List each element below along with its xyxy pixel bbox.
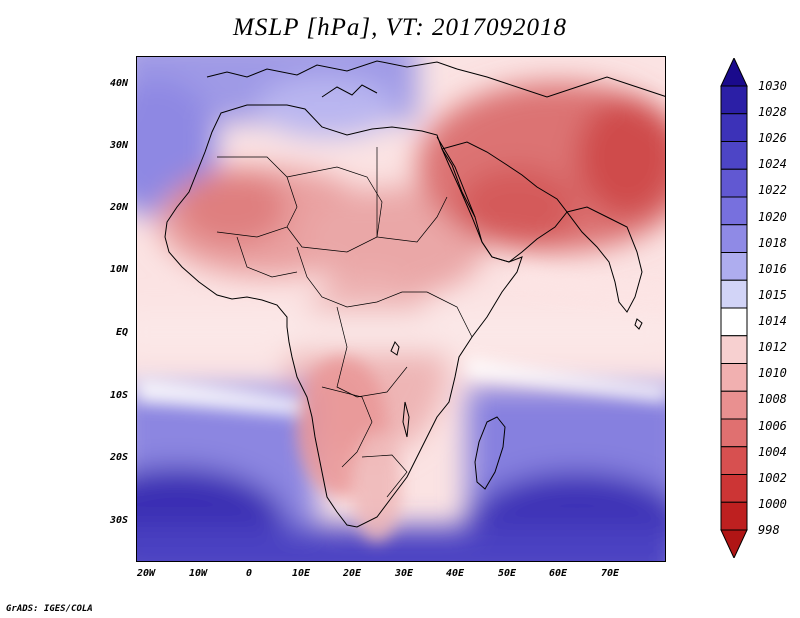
pressure-map [137,57,665,561]
colorbar-cell [720,390,748,420]
colorbar-cell [720,224,748,253]
madagascar-outline [474,416,506,490]
lat-label-20n: 20N [109,202,128,213]
colorbar-label: 1022 [758,183,787,198]
colorbar-label: 1030 [758,79,787,93]
colorbar-label: 1015 [758,287,787,302]
europe-coast [206,60,458,78]
arabia-outline [441,141,568,263]
lon-label-0: 0 [245,568,253,579]
map-frame [136,56,666,562]
colorbar-label: 1010 [758,366,787,381]
colorbar-label: 1012 [758,340,787,355]
colorbar-bottom-arrow [720,529,748,558]
lon-label-60e: 60E [548,568,568,579]
colorbar-cell [720,168,748,198]
colorbar-label: 998 [758,523,780,537]
colorbar-cell [720,252,748,281]
colorbar-cell [720,335,748,364]
lat-label-30n: 30N [109,140,128,151]
colorbar-label: 1008 [758,392,787,407]
colorbar-cell [720,418,748,448]
colorbar [720,58,748,558]
colorbar-label: 1020 [758,209,787,224]
colorbar-label: 1018 [758,235,787,250]
lat-label-20s: 20S [109,452,128,463]
lon-label-50e: 50E [497,568,517,579]
lon-label-10w: 10W [188,568,208,579]
colorbar-cell [720,196,748,226]
colorbar-cell [720,113,748,142]
colorbar-label: 1002 [758,470,787,485]
colorbar-label: 1016 [758,261,787,276]
lon-label-30e: 30E [394,568,414,579]
lat-label-eq: EQ [115,327,128,338]
colorbar-top-arrow [720,58,748,87]
colorbar-cell [720,363,748,392]
colorbar-cell [720,85,748,115]
country-borders [216,147,473,498]
colorbar-label: 1006 [758,418,787,433]
lat-label-30s: 30S [109,515,128,526]
lat-label-10n: 10N [109,264,128,275]
colorbar-cell [720,307,748,337]
colorbar-label: 1014 [758,314,787,329]
colorbar-label: 1028 [758,105,787,120]
colorbar-cell [720,474,748,503]
coastlines [164,60,665,528]
colorbar-label: 1026 [758,131,787,146]
lon-label-70e: 70E [600,568,620,579]
lon-label-20w: 20W [136,568,156,579]
colorbar-cell [720,446,748,475]
colorbar-label: 1004 [758,444,787,459]
lat-label-40n: 40N [109,78,128,89]
lon-label-40e: 40E [445,568,465,579]
colorbar-label: 1000 [758,496,787,511]
colorbar-cell [720,501,748,531]
chart-title: MSLP [hPa], VT: 2017092018 [233,14,567,41]
lon-label-10e: 10E [291,568,311,579]
lat-label-10s: 10S [109,390,128,401]
colorbar-cell [720,279,748,309]
india-outline [566,206,643,313]
colorbar-label: 1024 [758,157,787,172]
asia-coast [456,68,665,98]
colorbar-cell [720,141,748,170]
credit-text: GrADS: IGES/COLA [6,604,93,614]
lon-label-20e: 20E [342,568,362,579]
